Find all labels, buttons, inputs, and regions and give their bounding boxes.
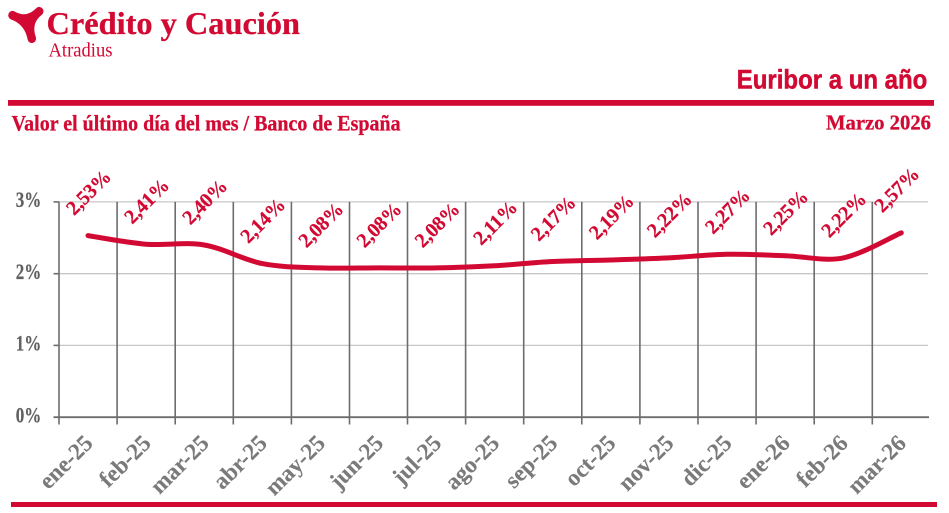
svg-text:may-25: may-25 — [260, 430, 331, 501]
svg-text:Valor el último día del mes /: Valor el último día del mes / Banco de E… — [12, 111, 401, 136]
svg-text:dic-25: dic-25 — [676, 430, 737, 491]
svg-text:Euribor a un año: Euribor a un año — [737, 65, 928, 95]
svg-text:ene-25: ene-25 — [34, 430, 98, 494]
svg-text:2,22%: 2,22% — [817, 189, 871, 243]
svg-text:2,25%: 2,25% — [759, 186, 813, 240]
svg-text:2,08%: 2,08% — [295, 199, 349, 253]
svg-text:2,08%: 2,08% — [353, 199, 407, 253]
svg-text:mar-25: mar-25 — [146, 430, 215, 499]
svg-text:ene-26: ene-26 — [731, 430, 795, 494]
svg-text:2%: 2% — [16, 259, 42, 284]
svg-text:2,17%: 2,17% — [527, 192, 581, 246]
svg-text:Crédito y Caución: Crédito y Caución — [47, 6, 301, 41]
svg-text:3%: 3% — [16, 187, 42, 212]
svg-text:jul-25: jul-25 — [387, 430, 447, 490]
svg-text:2,11%: 2,11% — [469, 197, 522, 250]
svg-text:jun-25: jun-25 — [324, 430, 389, 495]
svg-text:oct-25: oct-25 — [560, 430, 621, 491]
svg-text:mar-26: mar-26 — [843, 430, 912, 499]
svg-text:2,22%: 2,22% — [643, 189, 697, 243]
svg-text:2,08%: 2,08% — [411, 199, 465, 253]
svg-text:nov-25: nov-25 — [613, 430, 679, 496]
svg-text:ago-25: ago-25 — [440, 430, 505, 495]
svg-text:Marzo 2026: Marzo 2026 — [826, 110, 931, 134]
svg-text:2,53%: 2,53% — [62, 166, 116, 220]
svg-text:2,27%: 2,27% — [701, 185, 755, 239]
svg-text:2,19%: 2,19% — [585, 191, 639, 245]
svg-text:2,57%: 2,57% — [870, 163, 924, 217]
svg-text:1%: 1% — [16, 331, 42, 356]
svg-text:0%: 0% — [16, 402, 42, 427]
svg-text:sep-25: sep-25 — [500, 430, 563, 493]
svg-text:Atradius: Atradius — [49, 40, 113, 62]
